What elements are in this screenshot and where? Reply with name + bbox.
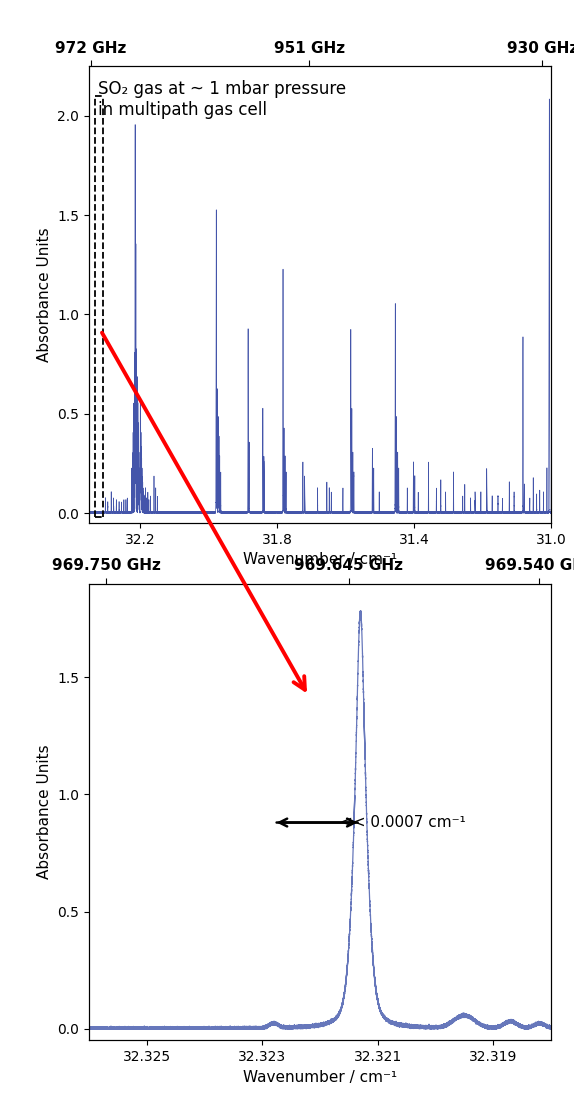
Y-axis label: Absorbance Units: Absorbance Units: [37, 227, 52, 362]
X-axis label: Wavenumber / cm⁻¹: Wavenumber / cm⁻¹: [243, 553, 397, 567]
Text: SO₂ gas at ~ 1 mbar pressure
in multipath gas cell: SO₂ gas at ~ 1 mbar pressure in multipat…: [98, 79, 346, 119]
Text: << 0.0007 cm⁻¹: << 0.0007 cm⁻¹: [340, 815, 466, 830]
X-axis label: Wavenumber / cm⁻¹: Wavenumber / cm⁻¹: [243, 1070, 397, 1084]
Y-axis label: Absorbance Units: Absorbance Units: [37, 744, 52, 880]
